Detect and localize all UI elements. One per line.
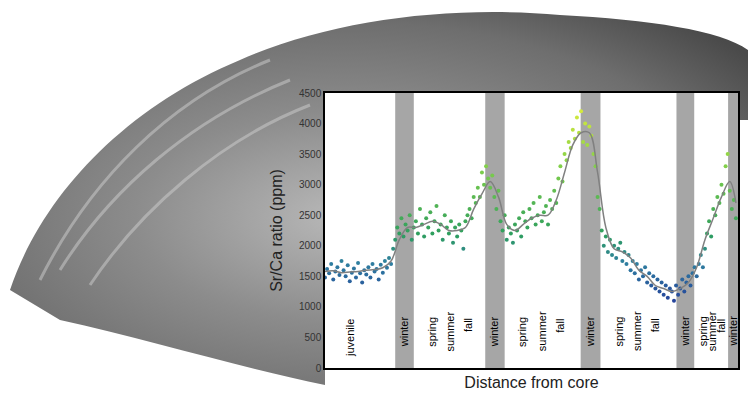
svg-text:Distance from core: Distance from core <box>464 374 598 391</box>
svg-text:2000: 2000 <box>299 240 322 251</box>
svg-text:fall: fall <box>462 318 474 332</box>
svg-text:juvenile: juvenile <box>344 319 356 357</box>
svg-text:500: 500 <box>305 332 322 343</box>
svg-text:summer: summer <box>706 311 718 351</box>
svg-text:1000: 1000 <box>299 301 322 312</box>
svg-text:0: 0 <box>316 363 322 374</box>
svg-text:1500: 1500 <box>299 271 322 282</box>
svg-text:winter: winter <box>398 317 410 348</box>
svg-text:2500: 2500 <box>299 210 322 221</box>
svg-text:summer: summer <box>444 312 456 352</box>
svg-text:spring: spring <box>516 317 528 347</box>
svg-text:fall: fall <box>554 319 566 333</box>
svg-text:fall: fall <box>649 318 661 332</box>
svg-text:winter: winter <box>727 316 739 347</box>
svg-text:Sr/Ca ratio (ppm): Sr/Ca ratio (ppm) <box>268 169 285 292</box>
svg-text:summer: summer <box>631 311 643 351</box>
svg-text:spring: spring <box>697 316 709 346</box>
svg-text:3500: 3500 <box>299 149 322 160</box>
svg-text:summer: summer <box>536 311 548 351</box>
svg-text:fall: fall <box>715 319 727 333</box>
svg-text:spring: spring <box>426 317 438 347</box>
svg-text:4000: 4000 <box>299 118 322 129</box>
svg-text:winter: winter <box>488 317 500 348</box>
svg-text:winter: winter <box>584 316 596 347</box>
svg-text:3000: 3000 <box>299 179 322 190</box>
svg-text:4500: 4500 <box>299 88 322 99</box>
svg-text:winter: winter <box>679 316 691 347</box>
svg-text:spring: spring <box>613 317 625 347</box>
